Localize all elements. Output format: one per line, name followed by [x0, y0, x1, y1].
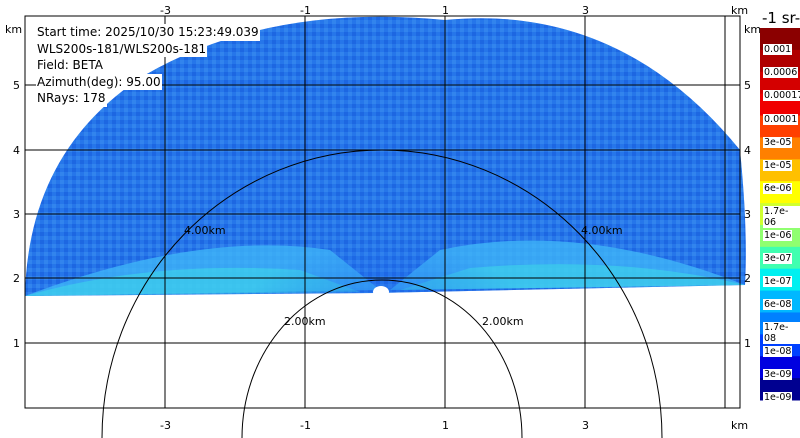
instrument-name: WLS200s-181/WLS200s-181 [36, 40, 208, 57]
svg-text:km: km [731, 419, 748, 432]
range-rings [101, 149, 663, 438]
azimuth: Azimuth(deg): 95.00 [36, 73, 162, 90]
svg-text:5: 5 [744, 79, 751, 92]
colorbar-label: 1.7e-08 [763, 322, 800, 345]
colorbar-label: 0.001 [763, 44, 793, 55]
colorbar-label: 1e-06 [763, 229, 793, 241]
svg-text:-3: -3 [160, 4, 171, 17]
svg-text:-1: -1 [300, 419, 311, 432]
svg-text:-1: -1 [300, 4, 311, 17]
svg-text:3: 3 [582, 419, 589, 432]
colorbar-label: 1e-07 [763, 276, 793, 287]
svg-text:2: 2 [744, 272, 751, 285]
svg-text:km: km [731, 4, 748, 17]
field-name: Field: BETA [36, 57, 104, 74]
colorbar-label: 6e-06 [763, 183, 793, 195]
x-ticks-bottom: -3 -1 1 3 km [160, 419, 748, 432]
nrays: NRays: 178 [36, 90, 107, 107]
ring-label-4km-right: 4.00km [581, 224, 623, 237]
colorbar-label: 1e-08 [763, 345, 793, 357]
y-ticks-left: km 5 4 3 2 1 [5, 23, 22, 350]
svg-text:1: 1 [442, 4, 449, 17]
colorbar-label: 1.7e-06 [763, 206, 800, 229]
y-ticks-right: km 5 4 3 2 1 [744, 23, 761, 350]
svg-text:3: 3 [744, 208, 751, 221]
svg-text:4: 4 [13, 144, 20, 157]
colorbar-label: 0.0006 [763, 67, 799, 79]
colorbar-label: 3e-07 [763, 252, 793, 264]
scan-info: Start time: 2025/10/30 15:23:49.039 WLS2… [36, 24, 260, 107]
grid-lines [25, 16, 740, 408]
svg-text:1: 1 [442, 419, 449, 432]
colorbar-label: 0.00017 [763, 90, 800, 102]
svg-text:km: km [744, 23, 761, 36]
colorbar-label: 6e-08 [763, 299, 793, 311]
start-time: Start time: 2025/10/30 15:23:49.039 [36, 24, 260, 41]
svg-text:-3: -3 [160, 419, 171, 432]
ring-label-4km-left: 4.00km [184, 224, 226, 237]
svg-text:km: km [5, 23, 22, 36]
x-ticks-top: -3 -1 1 3 km [160, 4, 748, 17]
ring-label-2km-left: 2.00km [284, 315, 326, 328]
colorbar-label: 1e-09 [763, 392, 793, 403]
colorbar-label: 1e-05 [763, 160, 793, 171]
svg-text:5: 5 [13, 79, 20, 92]
svg-text:4: 4 [744, 144, 751, 157]
colorbar-label: 3e-09 [763, 368, 793, 380]
blind-spot [373, 286, 389, 298]
svg-text:2: 2 [13, 272, 20, 285]
colorbar-title: -1 sr- [762, 9, 800, 27]
colorbar-label: 3e-05 [763, 136, 793, 148]
ring-label-2km-right: 2.00km [482, 315, 524, 328]
svg-text:1: 1 [13, 337, 20, 350]
svg-text:3: 3 [13, 208, 20, 221]
plot-frame [24, 15, 741, 409]
svg-text:1: 1 [744, 337, 751, 350]
svg-text:3: 3 [582, 4, 589, 17]
colorbar-label: 0.0001 [763, 113, 799, 125]
colorbar-swatch [760, 49, 800, 73]
